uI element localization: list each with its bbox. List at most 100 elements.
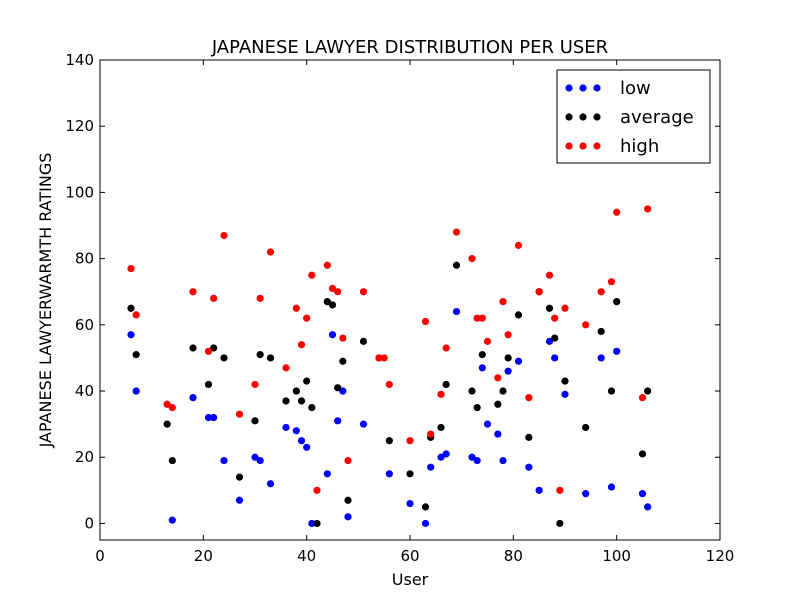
data-point	[551, 314, 559, 322]
data-point	[504, 367, 512, 375]
data-point	[251, 380, 259, 389]
data-point	[127, 304, 135, 312]
chart-title: JAPANESE LAWYER DISTRIBUTION PER USER	[211, 37, 608, 58]
data-point	[514, 357, 523, 365]
data-point	[473, 403, 481, 412]
x-tick-label: 40	[297, 547, 316, 565]
data-point	[499, 387, 507, 395]
data-point	[251, 417, 259, 425]
data-point	[339, 387, 347, 395]
data-point	[545, 271, 554, 279]
legend-entry-high: high	[565, 136, 659, 157]
data-point	[473, 314, 481, 322]
data-point	[210, 344, 218, 352]
y-tick-label: 140	[65, 51, 94, 69]
data-point	[421, 503, 430, 511]
data-point	[308, 519, 316, 528]
x-tick-label: 100	[602, 547, 631, 565]
data-point	[582, 490, 590, 498]
data-point	[359, 420, 368, 428]
data-point	[344, 496, 352, 504]
data-point	[204, 380, 213, 389]
data-point	[297, 397, 306, 405]
legend-marker	[565, 113, 573, 121]
data-point	[344, 456, 352, 465]
data-point	[504, 331, 512, 339]
y-tick-label: 20	[75, 448, 94, 466]
data-point	[308, 403, 316, 412]
data-point	[551, 334, 559, 342]
legend-label: high	[620, 136, 659, 157]
legend-label: low	[620, 78, 651, 99]
data-point	[344, 513, 352, 521]
data-point	[328, 284, 337, 293]
legend-marker	[593, 142, 601, 150]
data-point	[303, 443, 311, 451]
series-high	[127, 205, 652, 494]
data-point	[607, 483, 616, 491]
series-average	[127, 261, 652, 528]
data-point	[452, 307, 461, 316]
data-point	[613, 298, 621, 306]
data-point	[442, 450, 450, 458]
data-point	[323, 470, 331, 478]
data-point	[421, 317, 430, 326]
data-point	[189, 344, 197, 352]
data-point	[597, 354, 605, 362]
data-point	[375, 354, 383, 362]
data-point	[644, 387, 652, 395]
data-point	[323, 261, 331, 269]
data-point	[127, 264, 135, 273]
data-point	[545, 337, 554, 345]
data-point	[168, 456, 176, 465]
data-point	[644, 503, 652, 511]
data-point	[266, 354, 275, 362]
data-point	[334, 288, 342, 296]
data-point	[313, 486, 321, 494]
data-point	[499, 456, 507, 465]
data-point	[132, 311, 140, 319]
data-point	[266, 248, 275, 256]
x-axis-ticks: 0 20 40 60 80 100 120	[95, 60, 734, 565]
data-point	[494, 430, 502, 438]
data-point	[607, 278, 616, 286]
data-point	[427, 430, 435, 438]
data-point	[535, 486, 543, 494]
data-point	[452, 228, 461, 236]
data-point	[483, 337, 492, 345]
data-point	[494, 374, 502, 382]
data-point	[437, 423, 445, 432]
legend-marker	[593, 113, 601, 121]
data-point	[359, 288, 368, 296]
data-point	[220, 354, 228, 362]
data-point	[607, 387, 616, 395]
y-tick-label: 60	[75, 316, 94, 334]
data-point	[127, 331, 135, 339]
legend: low average high	[556, 69, 711, 164]
y-tick-label: 0	[84, 514, 94, 532]
data-point	[323, 298, 331, 306]
data-point	[514, 241, 523, 249]
data-point	[644, 205, 652, 213]
data-point	[168, 516, 176, 524]
x-tick-label: 80	[504, 547, 523, 565]
data-point	[452, 261, 461, 269]
data-point	[556, 519, 564, 528]
data-point	[303, 314, 311, 322]
data-point	[597, 288, 605, 296]
data-point	[266, 480, 275, 488]
data-point	[220, 231, 228, 240]
data-point	[442, 344, 450, 352]
data-point	[380, 354, 388, 362]
data-point	[478, 364, 486, 372]
data-point	[328, 301, 337, 309]
data-point	[163, 420, 171, 428]
legend-marker	[565, 84, 573, 92]
legend-marker	[565, 142, 573, 150]
x-axis-label: User	[392, 570, 429, 589]
plot-frame	[99, 59, 721, 541]
data-point	[292, 304, 300, 312]
data-point	[514, 311, 523, 319]
y-tick-label: 120	[65, 117, 94, 135]
x-tick-label: 60	[400, 547, 419, 565]
